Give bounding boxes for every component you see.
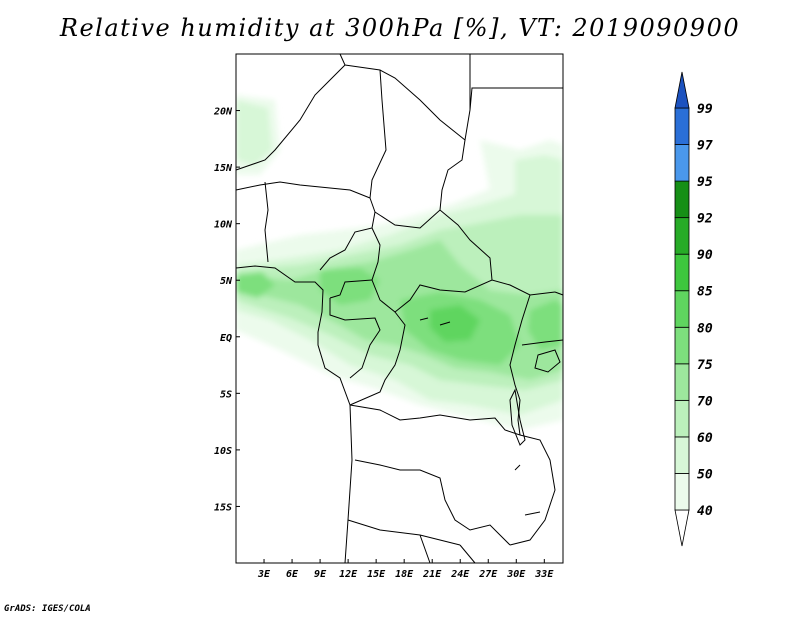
colorbar-segment: [674, 290, 690, 328]
lon-tick-label: 24E: [450, 569, 470, 580]
colorbar-segment: [674, 436, 690, 474]
humidity-shading: [236, 95, 563, 430]
latitude-tick-labels: 20N 15N 10N 5N EQ 5S 10S 15S: [213, 107, 240, 513]
lat-tick-label: 10S: [214, 446, 232, 457]
lat-tick-label: 10N: [214, 220, 233, 231]
map-title: Relative humidity at 300hPa [%], VT: 201…: [59, 14, 741, 42]
colorbar-level-label: 97: [697, 139, 713, 154]
grads-credit: GrADS: IGES/COLA: [4, 604, 91, 614]
colorbar-level-label: 70: [697, 394, 713, 409]
colorbar-segment: [674, 144, 690, 182]
colorbar: 40 50 60 70 75 80 85 90 92 95 97 99: [674, 71, 713, 547]
lat-tick-label: 20N: [213, 107, 233, 118]
map-frame: [235, 53, 564, 564]
lat-tick-label: 15N: [214, 163, 233, 174]
lon-tick-label: 27E: [478, 569, 498, 580]
lat-tick-label: EQ: [220, 333, 232, 344]
colorbar-level-label: 75: [697, 358, 713, 373]
colorbar-segment: [674, 253, 690, 292]
lon-tick-label: 33E: [534, 569, 554, 580]
lon-tick-label: 3E: [257, 569, 271, 580]
lon-tick-label: 15E: [367, 569, 386, 580]
lon-tick-label: 12E: [339, 569, 358, 580]
colorbar-segment: [674, 473, 690, 511]
lon-tick-label: 9E: [314, 569, 327, 580]
longitude-tick-labels: 3E 6E 9E 12E 15E 18E 21E 24E 27E 30E 33E: [257, 559, 554, 580]
colorbar-level-label: 40: [697, 504, 713, 519]
country-borders: [235, 53, 564, 564]
colorbar-segment: [674, 217, 690, 255]
colorbar-level-label: 95: [697, 175, 713, 190]
lat-tick-label: 15S: [214, 502, 232, 513]
colorbar-level-label: 50: [697, 467, 713, 482]
lon-tick-label: 21E: [422, 569, 442, 580]
lon-tick-label: 18E: [395, 569, 414, 580]
colorbar-low-arrow: [674, 509, 690, 547]
colorbar-level-label: 92: [697, 212, 713, 227]
lat-tick-label: 5S: [220, 389, 232, 400]
colorbar-level-label: 99: [697, 102, 713, 117]
colorbar-level-label: 60: [697, 431, 713, 446]
colorbar-level-label: 90: [697, 248, 713, 263]
colorbar-segment: [674, 399, 690, 438]
colorbar-level-label: 80: [697, 321, 713, 336]
colorbar-segment: [674, 326, 690, 365]
lat-tick-label: 5N: [220, 276, 233, 287]
colorbar-level-label: 85: [697, 285, 713, 300]
lon-tick-label: 30E: [506, 569, 526, 580]
colorbar-segment: [674, 363, 690, 401]
colorbar-segment: [674, 107, 690, 145]
colorbar-high-arrow: [674, 71, 690, 109]
lon-tick-label: 6E: [286, 569, 299, 580]
colorbar-segment: [674, 180, 690, 219]
